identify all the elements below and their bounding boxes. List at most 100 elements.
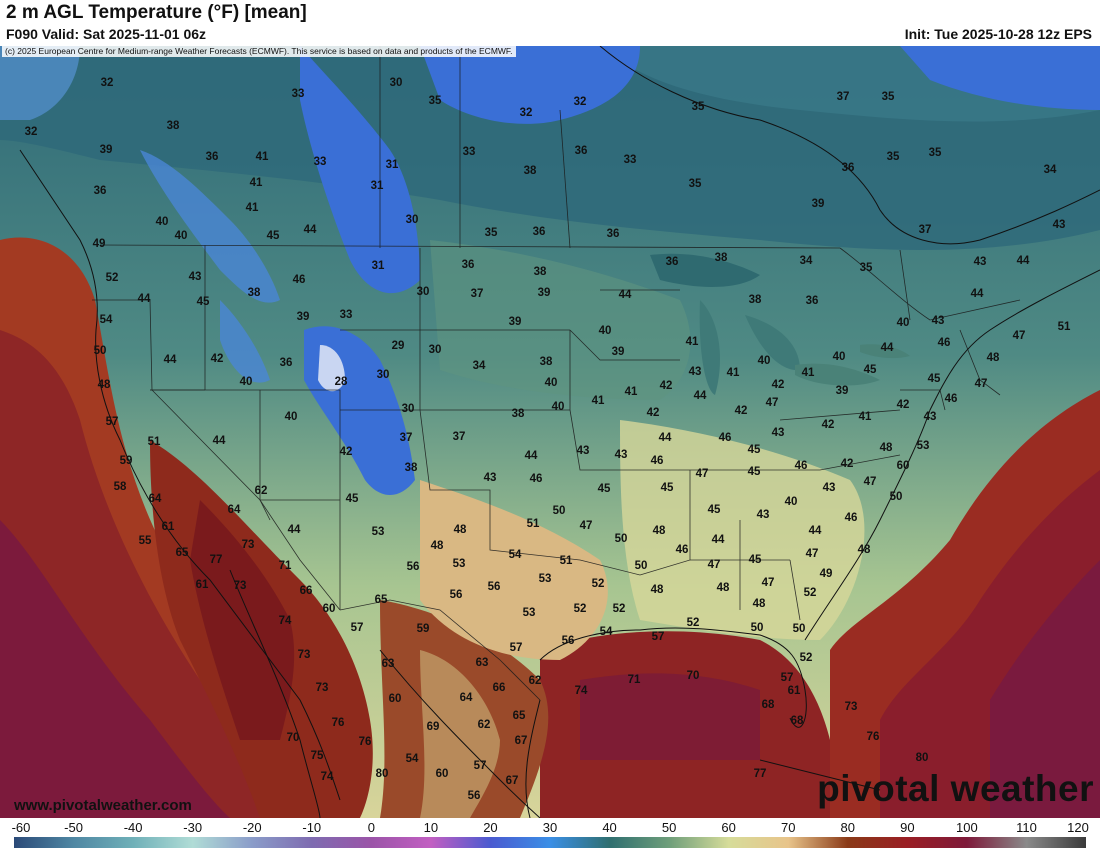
temperature-label: 44 (138, 293, 151, 305)
temperature-label: 29 (392, 340, 405, 352)
temperature-label: 64 (149, 493, 162, 505)
temperature-label: 60 (323, 603, 336, 615)
temperature-label: 44 (694, 390, 707, 402)
temperature-label: 48 (987, 352, 1000, 364)
temperature-label: 47 (580, 520, 593, 532)
temperature-label: 54 (100, 314, 113, 326)
legend-tick-label: 60 (721, 820, 736, 835)
temperature-label: 48 (431, 540, 444, 552)
temperature-label: 39 (612, 346, 625, 358)
temperature-label: 45 (708, 504, 721, 516)
temperature-label: 45 (267, 230, 280, 242)
temperature-label: 62 (478, 719, 491, 731)
temperature-label: 41 (686, 336, 699, 348)
temperature-label: 35 (929, 147, 942, 159)
temperature-label: 33 (340, 309, 353, 321)
temperature-label: 35 (860, 262, 873, 274)
temperature-label: 41 (246, 202, 259, 214)
temperature-label: 57 (652, 631, 665, 643)
temperature-label: 36 (575, 145, 588, 157)
temperature-label: 80 (916, 752, 929, 764)
temperature-label: 46 (938, 337, 951, 349)
temperature-label: 65 (375, 594, 388, 606)
temperature-label: 36 (533, 226, 546, 238)
temperature-label: 41 (592, 395, 605, 407)
temperature-label: 33 (314, 156, 327, 168)
temperature-label: 70 (287, 732, 300, 744)
temperature-label: 37 (471, 288, 484, 300)
temperature-label: 54 (600, 626, 613, 638)
temperature-label: 45 (197, 296, 210, 308)
legend-colorbar (14, 837, 1086, 848)
temperature-label: 30 (390, 77, 403, 89)
temperature-label: 45 (598, 483, 611, 495)
temperature-label: 56 (488, 581, 501, 593)
temperature-label: 44 (164, 354, 177, 366)
temperature-label: 28 (335, 376, 348, 388)
temperature-map[interactable]: 32 30 33 35 32 35 37 35 32 38 32 39 36 41 33 31 33 36 33 35… (0, 46, 1100, 818)
temperature-label: 40 (833, 351, 846, 363)
temperature-label: 43 (1053, 219, 1066, 231)
temperature-label: 42 (340, 446, 353, 458)
temperature-label: 53 (917, 440, 930, 452)
temperature-label: 43 (689, 366, 702, 378)
temperature-label: 35 (429, 95, 442, 107)
legend-tick-label: 80 (840, 820, 855, 835)
temperature-label: 31 (371, 180, 384, 192)
temperature-label: 73 (234, 580, 247, 592)
temperature-label: 31 (386, 159, 399, 171)
temperature-label: 41 (802, 367, 815, 379)
temperature-label: 69 (427, 721, 440, 733)
legend-tick-label: 50 (661, 820, 677, 835)
temperature-label: 39 (812, 198, 825, 210)
temperature-label: 53 (539, 573, 552, 585)
temperature-label: 42 (660, 380, 673, 392)
temperature-label: 30 (417, 286, 430, 298)
copyright-notice: (c) 2025 European Centre for Medium-rang… (2, 46, 516, 57)
temperature-label: 37 (400, 432, 413, 444)
temperature-label: 44 (659, 432, 672, 444)
temperature-label: 52 (800, 652, 813, 664)
temperature-label: 40 (156, 216, 169, 228)
temperature-label: 39 (100, 144, 113, 156)
temperature-label: 35 (485, 227, 498, 239)
legend-tick-label: 20 (483, 820, 498, 835)
legend-tick-label: -50 (64, 820, 83, 835)
legend-tick-label: 10 (423, 820, 439, 835)
temperature-label: 43 (484, 472, 497, 484)
temperature-label: 38 (749, 294, 762, 306)
temperature-label: 57 (781, 672, 794, 684)
temperature-label: 36 (607, 228, 620, 240)
temperature-label: 67 (506, 775, 519, 787)
temperature-label: 59 (417, 623, 430, 635)
temperature-label: 32 (25, 126, 38, 138)
temperature-label: 74 (575, 685, 588, 697)
temperature-label: 68 (791, 715, 804, 727)
temperature-label: 76 (332, 717, 345, 729)
temperature-label: 48 (98, 379, 111, 391)
temperature-label: 51 (1058, 321, 1071, 333)
valid-time: F090 Valid: Sat 2025-11-01 06z (6, 26, 207, 42)
map-canvas: 32 30 33 35 32 35 37 35 32 38 32 39 36 41 33 31 33 36 33 35… (0, 46, 1100, 818)
temperature-label: 61 (162, 521, 175, 533)
temperature-label: 40 (545, 377, 558, 389)
temperature-label: 40 (785, 496, 798, 508)
temperature-label: 42 (841, 458, 854, 470)
temperature-label: 42 (772, 379, 785, 391)
legend-tick-label: 0 (367, 820, 375, 835)
temperature-label: 71 (628, 674, 641, 686)
website-link[interactable]: www.pivotalweather.com (14, 797, 192, 814)
temperature-label: 74 (279, 615, 292, 627)
temperature-label: 50 (793, 623, 806, 635)
temperature-label: 35 (692, 101, 705, 113)
color-scale-legend: -60 -50 -40 -30 -20 -10 0 10 20 30 40 50 60 70 80 90 100… (0, 818, 1100, 850)
temperature-label: 38 (512, 408, 525, 420)
temperature-label: 47 (762, 577, 775, 589)
temperature-label: 46 (293, 274, 306, 286)
temperature-label: 50 (751, 622, 764, 634)
temperature-label: 32 (101, 77, 114, 89)
legend-tick-label: -10 (302, 820, 322, 835)
temperature-label: 54 (406, 753, 419, 765)
temperature-label: 77 (210, 554, 223, 566)
temperature-label: 51 (527, 518, 540, 530)
